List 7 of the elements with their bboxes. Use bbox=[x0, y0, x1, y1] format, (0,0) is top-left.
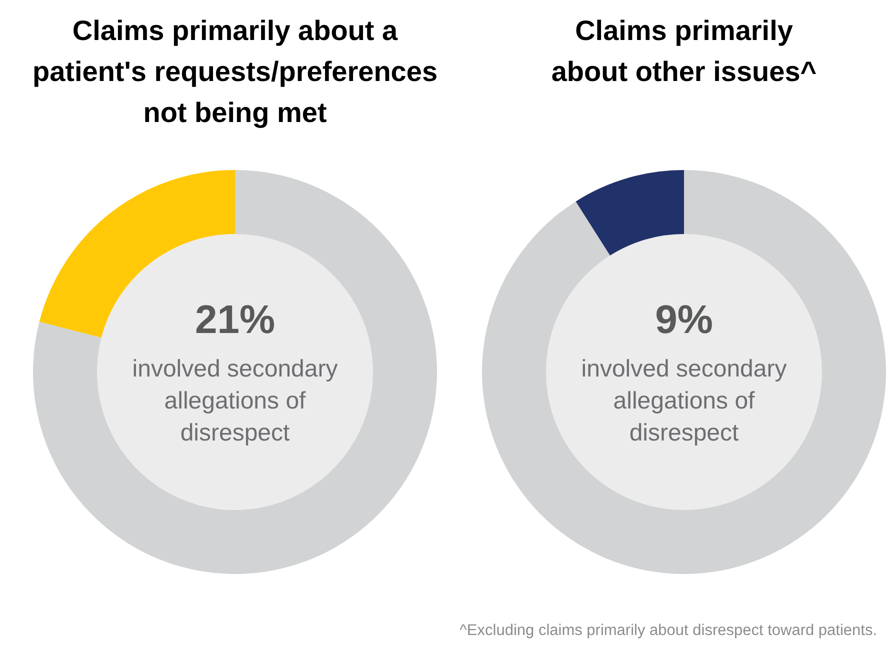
text: ^Excluding claims primarily about disrespect toward patients. bbox=[460, 622, 877, 640]
slice-label: involved secondary allegations of disrespect bbox=[581, 356, 787, 447]
slice-label: involved secondary allegations of disrespect bbox=[132, 356, 338, 447]
data-label: 9% bbox=[655, 298, 713, 342]
chart-title: Claims primarily about a patient's requests/preferences not being met bbox=[31, 14, 439, 130]
data-label: 21% bbox=[194, 298, 276, 342]
chart-title: Claims primarily about other issues^ bbox=[550, 14, 818, 89]
